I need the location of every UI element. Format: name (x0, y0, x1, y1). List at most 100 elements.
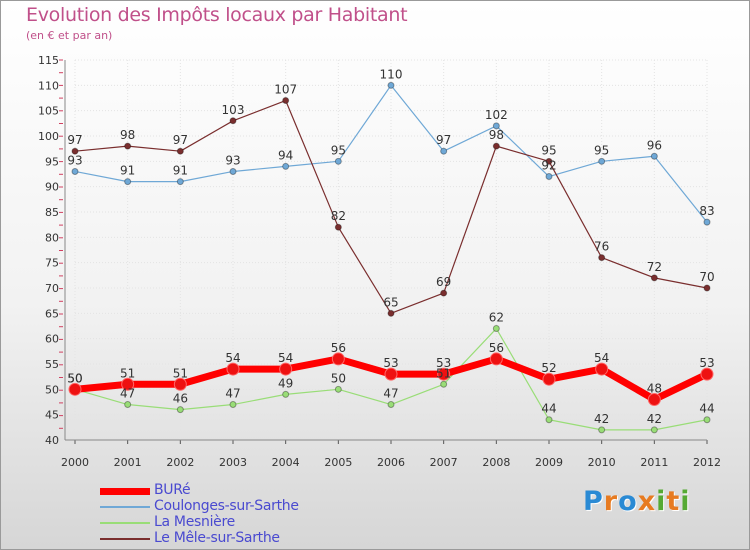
y-tick-label: 75 (45, 257, 59, 270)
data-label: 56 (331, 341, 346, 355)
data-label: 96 (647, 138, 662, 152)
x-tick-label: 2010 (588, 456, 616, 469)
y-tick-label: 100 (38, 130, 59, 143)
data-label: 82 (331, 209, 346, 223)
y-tick-label: 70 (45, 282, 59, 295)
data-point (334, 157, 342, 165)
data-point (440, 380, 448, 388)
data-point (331, 352, 345, 366)
data-point (279, 362, 293, 376)
data-point (650, 274, 658, 282)
y-tick-label: 65 (45, 307, 59, 320)
data-point (229, 117, 237, 125)
data-point (598, 426, 606, 434)
data-point (703, 218, 711, 226)
data-label: 50 (331, 371, 346, 385)
data-point (121, 377, 135, 391)
logo-letter: o (618, 486, 638, 517)
data-point (545, 416, 553, 424)
x-tick-label: 2009 (535, 456, 563, 469)
data-label: 47 (225, 387, 240, 401)
data-label: 69 (436, 275, 451, 289)
data-label: 50 (67, 371, 82, 385)
data-label: 42 (594, 412, 609, 426)
data-label: 95 (541, 143, 556, 157)
x-tick-label: 2004 (272, 456, 300, 469)
data-point (492, 325, 500, 333)
data-label: 102 (485, 108, 508, 122)
data-label: 70 (699, 270, 714, 284)
y-tick-label: 110 (38, 79, 59, 92)
data-label: 50 (67, 371, 82, 385)
data-point (334, 223, 342, 231)
legend-swatch (100, 487, 150, 495)
data-point (384, 367, 398, 381)
data-label: 94 (278, 148, 293, 162)
legend-label: BURé (154, 482, 191, 498)
legend-item: La Mesnière (100, 514, 400, 531)
data-label: 92 (541, 159, 556, 173)
proxiti-logo: Proxiti (583, 486, 691, 517)
data-point (595, 362, 609, 376)
data-point (647, 392, 661, 406)
data-point (387, 81, 395, 89)
data-point (387, 309, 395, 317)
data-label: 53 (436, 356, 451, 370)
data-label: 52 (541, 361, 556, 375)
x-tick-label: 2012 (693, 456, 721, 469)
data-label: 76 (594, 240, 609, 254)
logo-letter: i (656, 486, 667, 517)
x-tick-label: 2003 (219, 456, 247, 469)
data-label: 53 (699, 356, 714, 370)
legend-label: La Mesnière (154, 514, 235, 530)
legend-label: Le Mêle-sur-Sarthe (154, 530, 280, 546)
data-point (282, 390, 290, 398)
y-tick-label: 50 (45, 383, 59, 396)
data-label: 98 (120, 128, 135, 142)
y-tick-label: 95 (45, 155, 59, 168)
data-label: 107 (274, 83, 297, 97)
data-point (437, 367, 451, 381)
data-label: 49 (278, 376, 293, 390)
data-point (71, 147, 79, 155)
y-tick-label: 90 (45, 181, 59, 194)
data-label: 97 (173, 133, 188, 147)
y-tick-label: 80 (45, 231, 59, 244)
data-point (440, 147, 448, 155)
y-tick-label: 45 (45, 409, 59, 422)
y-tick-label: 105 (38, 105, 59, 118)
data-label: 44 (699, 402, 714, 416)
x-tick-label: 2008 (482, 456, 510, 469)
data-point (598, 157, 606, 165)
data-point (492, 122, 500, 130)
data-label: 103 (222, 103, 245, 117)
data-label: 47 (120, 387, 135, 401)
data-label: 93 (67, 153, 82, 167)
y-tick-label: 55 (45, 358, 59, 371)
y-tick-label: 60 (45, 333, 59, 346)
data-label: 91 (120, 164, 135, 178)
legend-item: BURé (100, 482, 400, 499)
data-label: 56 (489, 341, 504, 355)
logo-letter: x (637, 486, 657, 517)
chart-title: Evolution des Impôts locaux par Habitant (26, 4, 408, 26)
x-tick-label: 2000 (61, 456, 89, 469)
data-label: 48 (647, 381, 662, 395)
data-label: 97 (67, 133, 82, 147)
legend-item: Le Mêle-sur-Sarthe (100, 530, 400, 547)
data-point (282, 162, 290, 170)
data-label: 91 (173, 164, 188, 178)
data-point (282, 97, 290, 105)
x-tick-label: 2005 (324, 456, 352, 469)
y-tick-label: 115 (38, 54, 59, 67)
data-point (68, 382, 82, 396)
data-point (176, 178, 184, 186)
data-point (334, 385, 342, 393)
data-point (226, 362, 240, 376)
data-point (176, 147, 184, 155)
data-label: 83 (699, 204, 714, 218)
legend-swatch (100, 538, 150, 540)
x-tick-label: 2001 (114, 456, 142, 469)
data-point (229, 401, 237, 409)
data-label: 95 (331, 143, 346, 157)
